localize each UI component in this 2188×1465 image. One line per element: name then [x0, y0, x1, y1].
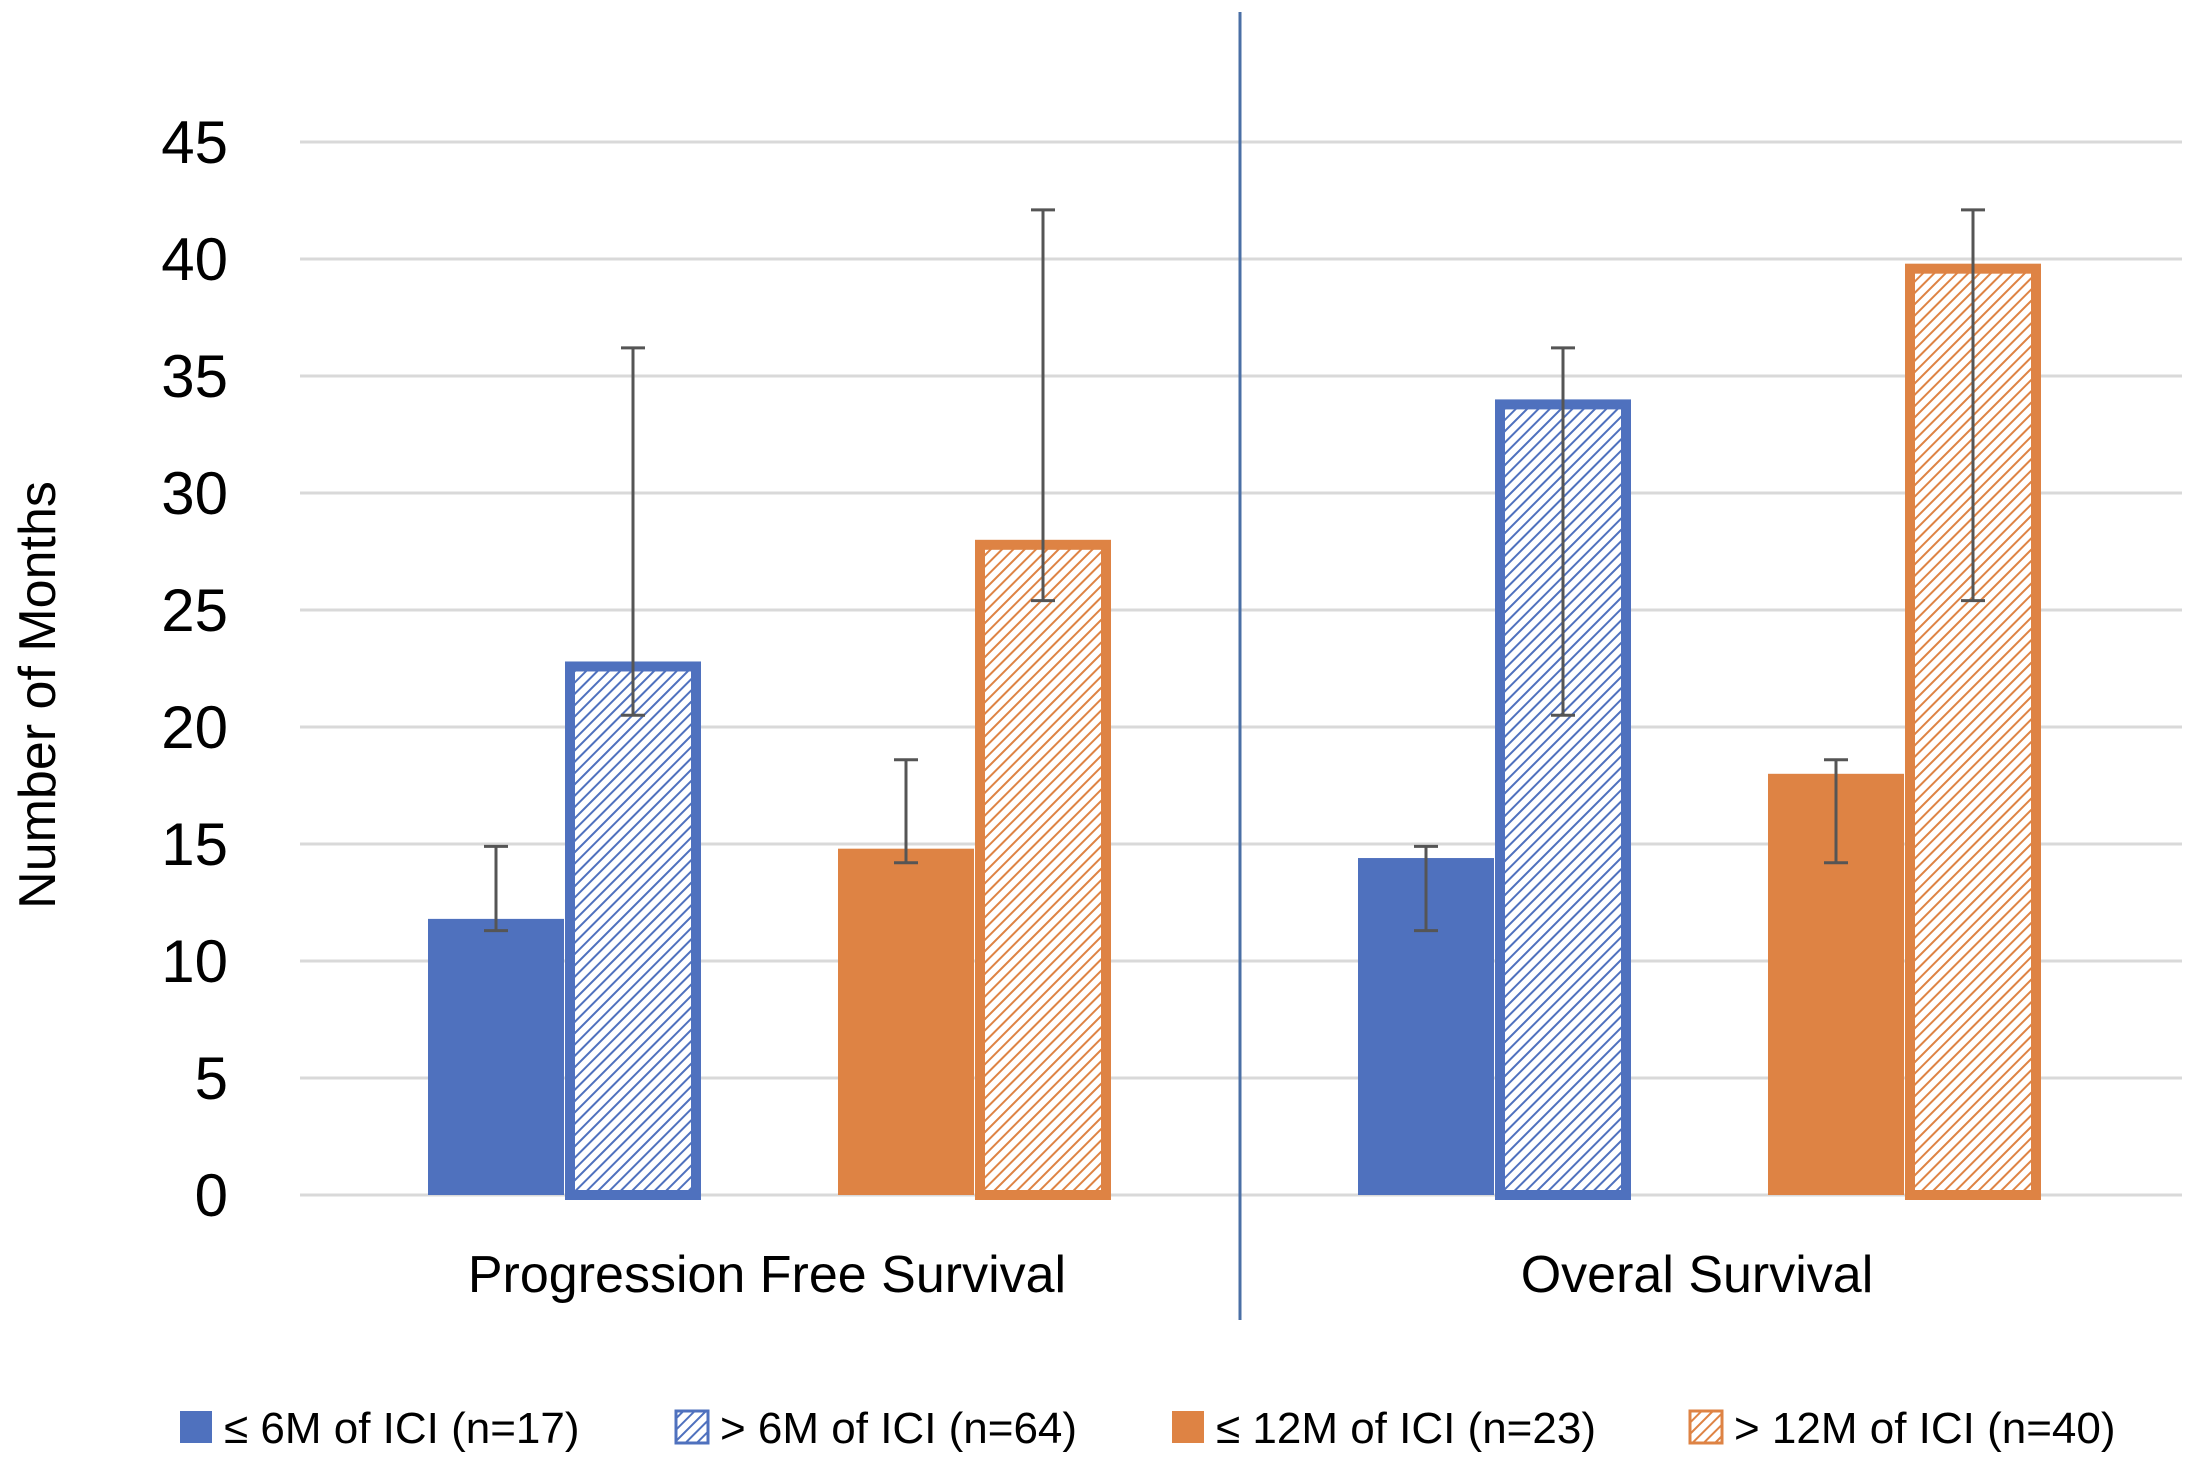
y-axis-tick-labels: 0 5 10 15 20 25 30 35 40 45 — [161, 109, 228, 1229]
legend-swatch — [1172, 1411, 1204, 1443]
error-bar — [1414, 844, 1438, 933]
bar — [1495, 399, 1631, 1200]
error-bar — [894, 758, 918, 865]
x-category-label: Overal Survival — [1521, 1246, 1874, 1304]
legend-item: ≤ 12M of ICI (n=23) — [1172, 1404, 1596, 1453]
legend-swatch — [1688, 1409, 1724, 1445]
error-bar — [1031, 208, 1055, 603]
y-tick-label: 20 — [161, 694, 228, 761]
error-bar — [484, 844, 508, 933]
bar — [975, 539, 1111, 1200]
legend-swatch — [674, 1409, 710, 1445]
y-axis-title: Number of Months — [9, 481, 67, 909]
error-bars — [484, 208, 1985, 933]
y-tick-label: 30 — [161, 460, 228, 527]
legend-label: > 6M of ICI (n=64) — [720, 1404, 1077, 1453]
error-bar — [1961, 208, 1985, 603]
legend-item: > 6M of ICI (n=64) — [674, 1404, 1077, 1453]
y-tick-label: 40 — [161, 226, 228, 293]
y-tick-label: 5 — [195, 1045, 228, 1112]
y-tick-label: 15 — [161, 811, 228, 878]
error-bar — [1551, 346, 1575, 717]
legend-item: > 12M of ICI (n=40) — [1688, 1404, 2116, 1453]
x-axis-category-labels: Progression Free Survival Overal Survival — [468, 1246, 1873, 1304]
legend-swatch — [180, 1411, 212, 1443]
legend-label: ≤ 12M of ICI (n=23) — [1216, 1404, 1596, 1453]
bars — [428, 263, 2041, 1200]
y-tick-label: 10 — [161, 928, 228, 995]
y-tick-label: 25 — [161, 577, 228, 644]
bar — [428, 918, 564, 1195]
bar — [838, 848, 974, 1195]
y-tick-label: 0 — [195, 1162, 228, 1229]
y-tick-label: 45 — [161, 109, 228, 176]
error-bar — [1824, 758, 1848, 865]
legend-item: ≤ 6M of ICI (n=17) — [180, 1404, 580, 1453]
legend-label: ≤ 6M of ICI (n=17) — [224, 1404, 580, 1453]
legend-label: > 12M of ICI (n=40) — [1734, 1404, 2116, 1453]
legend: ≤ 6M of ICI (n=17) > 6M of ICI (n=64) ≤ 12… — [180, 1404, 2116, 1453]
error-bar — [621, 346, 645, 717]
y-tick-label: 35 — [161, 343, 228, 410]
x-category-label: Progression Free Survival — [468, 1246, 1066, 1304]
bar — [565, 661, 701, 1200]
